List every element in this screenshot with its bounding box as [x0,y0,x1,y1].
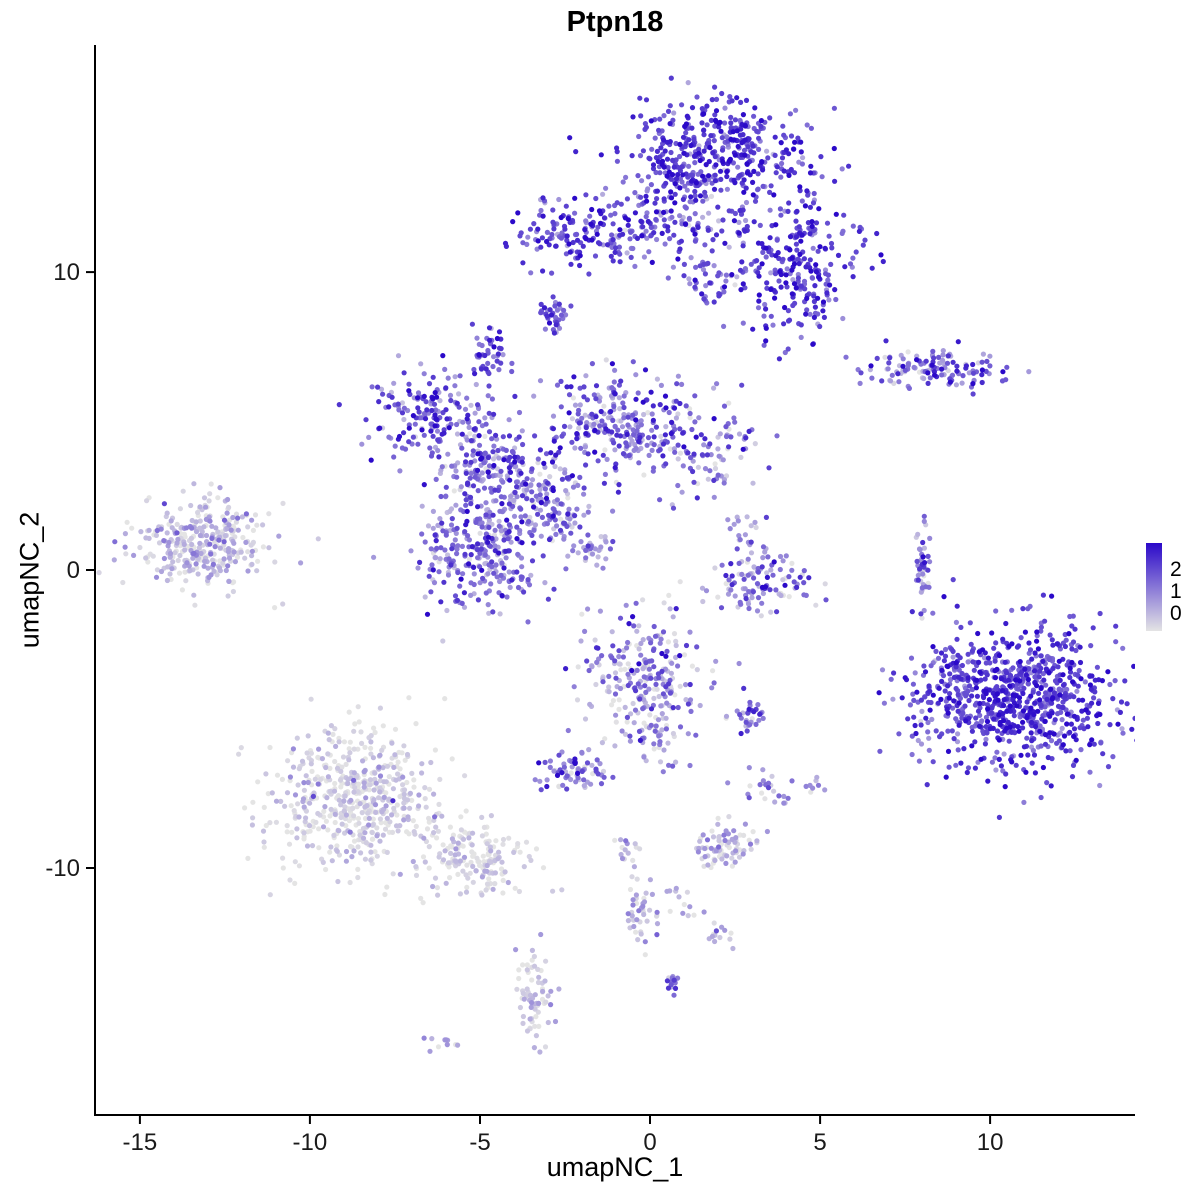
chart-title: Ptpn18 [566,6,664,38]
x-axis-label: umapNC_1 [546,1152,684,1182]
legend-label-mid: 1 [1170,580,1182,603]
legend: 2 1 0 [1140,540,1200,640]
y-axis-label: umapNC_2 [14,511,45,649]
scatter-points [96,75,1135,1055]
legend-gradient-bar [1146,543,1162,631]
x-axis-ticks: -15 -10 -5 0 5 10 [123,1115,1003,1156]
legend-label-high: 2 [1170,558,1182,581]
legend-label-low: 0 [1170,602,1182,625]
